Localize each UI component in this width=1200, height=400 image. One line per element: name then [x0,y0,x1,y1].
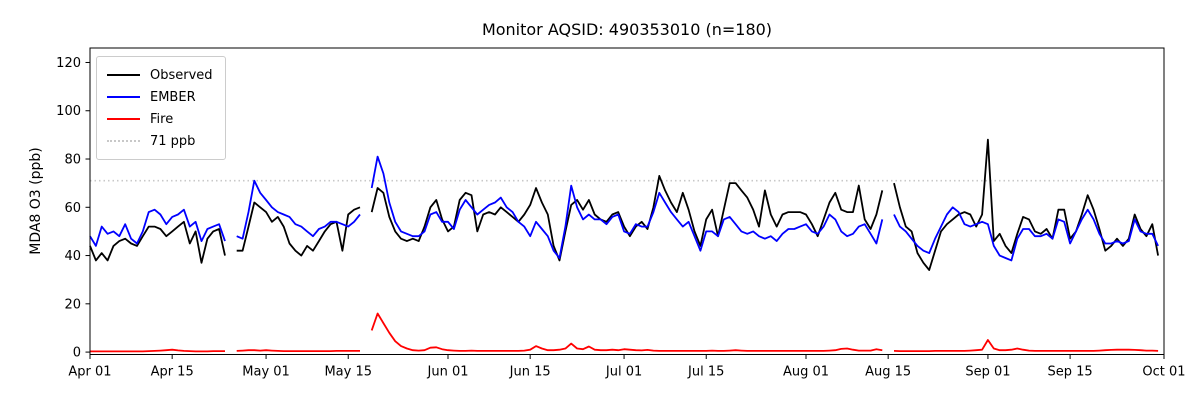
x-tick-label: Aug 15 [865,365,911,380]
legend-label: Observed [150,67,213,83]
series-fire-line [90,348,225,353]
x-tick-label: May 01 [242,365,290,380]
x-tick-label: Apr 15 [151,365,194,380]
series-fire-line [893,339,1159,353]
series-observed-line [370,174,884,262]
x-tick-label: Apr 01 [68,365,111,380]
legend-item-ember: EMBER [107,86,213,108]
x-tick-label: May 15 [324,365,372,380]
legend-item-71-ppb: 71 ppb [107,130,213,152]
axes-box [89,47,1165,355]
y-tick-label: 40 [64,249,81,264]
chart-title: Monitor AQSID: 490353010 (n=180) [481,20,773,39]
y-tick-label: 60 [64,201,81,216]
x-tick-label: Jul 15 [687,365,724,380]
series-observed-line [236,201,361,257]
series-fire-line [236,349,360,353]
y-tick-label: 0 [73,346,81,361]
y-tick-label: 80 [64,153,81,168]
series-ember-line [236,179,361,240]
series-ember-line [893,206,1159,262]
x-tick-label: Jul 01 [605,365,642,380]
y-tick-label: 20 [64,297,81,312]
series-observed-line [89,220,226,264]
series-ember-line [370,155,884,259]
x-tick-label: Sep 15 [1048,365,1093,380]
y-tick-label: 120 [56,56,81,71]
legend: Observed EMBER Fire 71 ppb [96,56,226,160]
series-ember-line [89,208,226,247]
legend-line-swatch [107,74,140,76]
x-tick-label: Jun 15 [509,365,551,380]
series-fire-line [370,312,883,352]
legend-label: 71 ppb [150,133,196,149]
series-observed-line [893,138,1159,271]
legend-item-fire: Fire [107,108,213,130]
legend-line-swatch [107,96,140,98]
x-tick-label: Sep 01 [965,365,1010,380]
x-tick-label: Aug 01 [783,365,829,380]
legend-line-swatch [107,118,140,120]
legend-label: EMBER [150,89,196,105]
legend-line-swatch [107,140,140,142]
legend-label: Fire [150,111,174,127]
legend-item-observed: Observed [107,64,213,86]
x-tick-label: Oct 01 [1142,365,1185,380]
y-tick-label: 100 [56,104,81,119]
x-tick-label: Jun 01 [427,365,469,380]
